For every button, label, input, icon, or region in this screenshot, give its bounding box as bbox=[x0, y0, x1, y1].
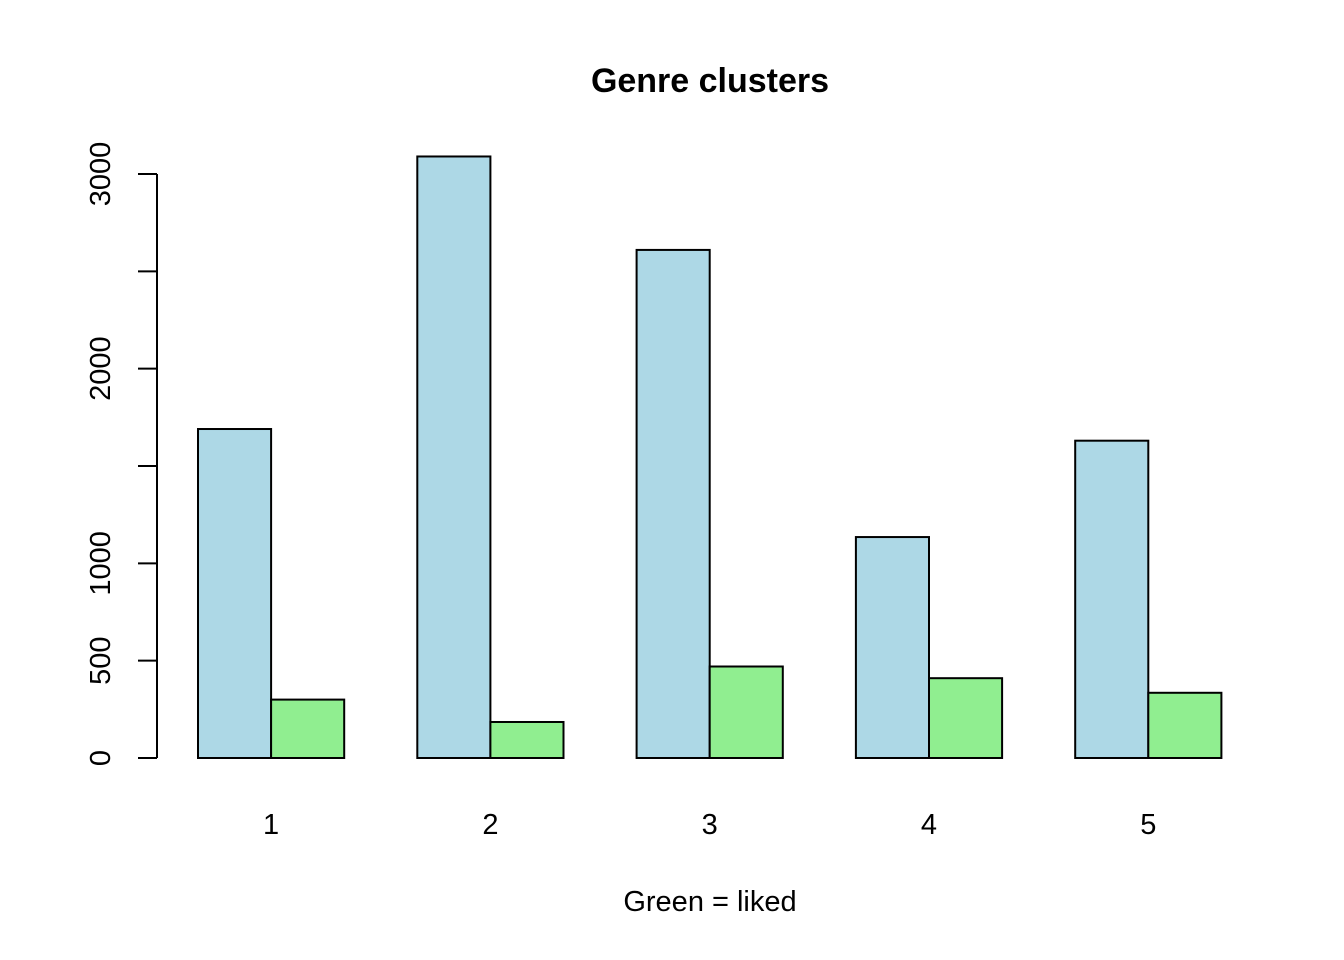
x-tick-label: 5 bbox=[1140, 809, 1156, 841]
x-tick-label: 3 bbox=[702, 809, 718, 841]
y-tick-label: 0 bbox=[85, 750, 117, 766]
bar-cluster-4-series-2 bbox=[928, 677, 1004, 759]
bar-cluster-3-series-2 bbox=[708, 665, 784, 759]
x-tick-label: 1 bbox=[263, 809, 279, 841]
bar-cluster-3-series-1 bbox=[635, 248, 711, 759]
x-tick-label: 2 bbox=[482, 809, 498, 841]
bar-cluster-4-series-1 bbox=[854, 536, 931, 760]
y-tick-label: 2000 bbox=[85, 336, 117, 401]
bars bbox=[197, 155, 1223, 760]
x-tick-label: 4 bbox=[921, 809, 937, 841]
bar-cluster-2-series-1 bbox=[416, 155, 492, 760]
x-axis-tick-labels: 1 2 3 4 5 bbox=[263, 809, 1156, 841]
bar-cluster-2-series-2 bbox=[489, 720, 565, 760]
bar-cluster-1-series-2 bbox=[270, 698, 346, 759]
y-axis-ticks: 0 500 1000 2000 3000 bbox=[85, 142, 157, 766]
x-axis-label: Green = liked bbox=[623, 886, 796, 918]
y-tick-label: 1000 bbox=[85, 531, 117, 596]
bar-cluster-5-series-1 bbox=[1074, 439, 1150, 759]
bar-cluster-1-series-1 bbox=[197, 428, 273, 759]
y-tick-label: 3000 bbox=[85, 142, 117, 207]
bar-cluster-5-series-2 bbox=[1147, 691, 1223, 760]
y-tick-label: 500 bbox=[85, 636, 117, 684]
chart-title: Genre clusters bbox=[591, 62, 829, 100]
